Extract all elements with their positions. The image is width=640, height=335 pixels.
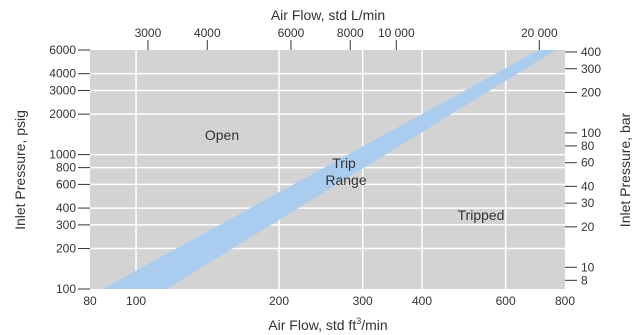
bottom-tick-label-100: 100 bbox=[126, 294, 146, 308]
bottom-tick-label-800: 800 bbox=[555, 294, 575, 308]
right-axis-title: Inlet Pressure, bar bbox=[617, 112, 633, 227]
bottom-tick-label-600: 600 bbox=[496, 294, 516, 308]
right-tick-label-400: 400 bbox=[581, 45, 601, 59]
left-tick-label-300: 300 bbox=[56, 218, 76, 232]
top-tick-label-20000: 20 000 bbox=[521, 26, 558, 40]
left-tick-label-1000: 1000 bbox=[49, 148, 76, 162]
left-tick-label-3000: 3000 bbox=[49, 83, 76, 97]
bottom-tick-label-80: 80 bbox=[83, 294, 97, 308]
left-tick-label-400: 400 bbox=[56, 201, 76, 215]
band-label-line-1: Trip bbox=[332, 155, 356, 171]
trip-range-band bbox=[102, 50, 556, 289]
left-tick-label-800: 800 bbox=[56, 161, 76, 175]
left-tick-label-100: 100 bbox=[56, 282, 76, 296]
band-label-line-2: Range bbox=[325, 172, 366, 188]
top-tick-label-10000: 10 000 bbox=[378, 26, 415, 40]
top-axis-title: Air Flow, std L/min bbox=[271, 7, 385, 23]
bottom-tick-label-200: 200 bbox=[269, 294, 289, 308]
bottom-tick-label-300: 300 bbox=[353, 294, 373, 308]
top-tick-label-4000: 4000 bbox=[194, 26, 221, 40]
right-tick-label-30: 30 bbox=[581, 196, 595, 210]
bottom-axis-title-suffix: /min bbox=[361, 317, 387, 333]
region-label-tripped: Tripped bbox=[458, 207, 505, 223]
right-tick-label-200: 200 bbox=[581, 85, 601, 99]
right-tick-label-60: 60 bbox=[581, 156, 595, 170]
right-tick-label-80: 80 bbox=[581, 139, 595, 153]
right-tick-label-20: 20 bbox=[581, 220, 595, 234]
right-tick-label-10: 10 bbox=[581, 260, 595, 274]
left-tick-label-200: 200 bbox=[56, 242, 76, 256]
top-tick-label-3000: 3000 bbox=[135, 26, 162, 40]
top-tick-label-6000: 6000 bbox=[278, 26, 305, 40]
right-tick-label-40: 40 bbox=[581, 179, 595, 193]
right-tick-label-8: 8 bbox=[581, 273, 588, 287]
bottom-axis-title-superscript: 3 bbox=[356, 316, 361, 326]
left-tick-label-600: 600 bbox=[56, 177, 76, 191]
bottom-axis-title: Air Flow, std ft3/min bbox=[268, 316, 387, 333]
band-label: Trip Range bbox=[325, 155, 366, 188]
left-tick-label-4000: 4000 bbox=[49, 67, 76, 81]
left-axis-title: Inlet Pressure, psig bbox=[12, 110, 28, 230]
right-tick-label-300: 300 bbox=[581, 62, 601, 76]
bottom-tick-label-400: 400 bbox=[412, 294, 432, 308]
top-tick-label-8000: 8000 bbox=[337, 26, 364, 40]
left-tick-label-2000: 2000 bbox=[49, 107, 76, 121]
bottom-axis-title-text: Air Flow, std ft bbox=[268, 317, 356, 333]
axis-ticks: 80 100 200 300 400 600 80010020030040060080010… bbox=[49, 26, 601, 308]
right-tick-label-100: 100 bbox=[581, 126, 601, 140]
region-label-open: Open bbox=[205, 127, 239, 143]
left-tick-label-6000: 6000 bbox=[49, 43, 76, 57]
